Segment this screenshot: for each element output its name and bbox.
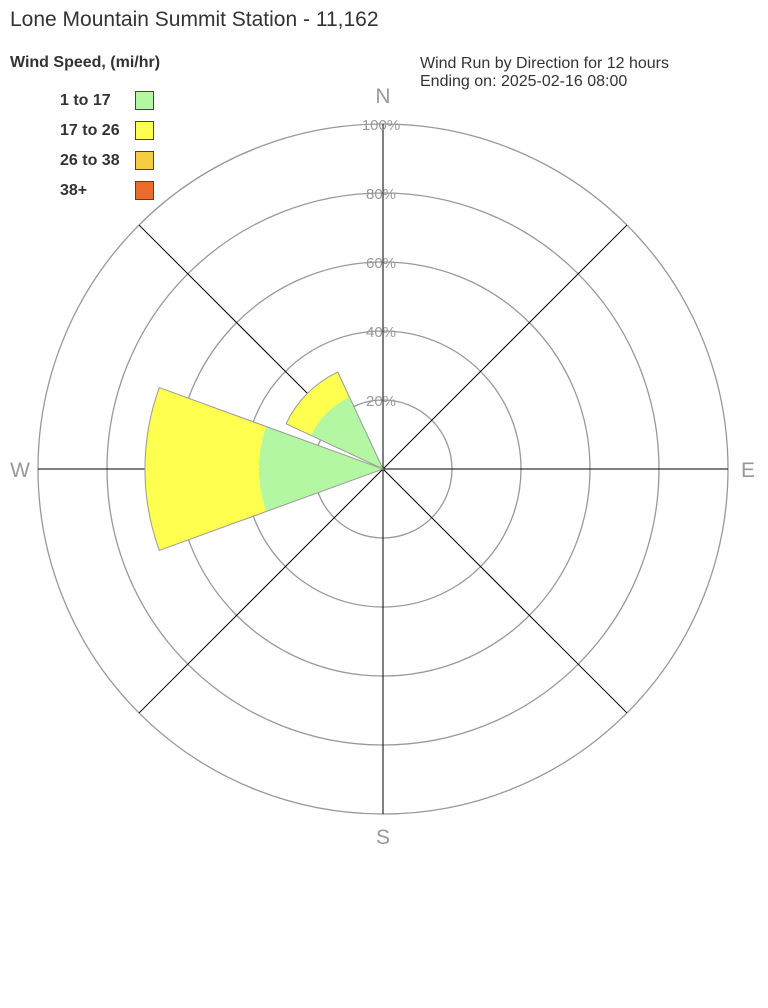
subtitle-line-2: Ending on: 2025-02-16 08:00	[420, 73, 628, 90]
grid-spoke	[382, 224, 628, 470]
chart-title: Lone Mountain Summit Station - 11,162	[10, 8, 379, 31]
ring-label: 80%	[366, 186, 396, 203]
ring-label: 20%	[366, 393, 396, 410]
compass-label-s: S	[376, 826, 390, 849]
legend-item: 26 to 38	[60, 150, 170, 180]
subtitle-line-1: Wind Run by Direction for 12 hours	[420, 55, 669, 72]
ring-label: 100%	[362, 117, 400, 134]
compass-label-e: E	[741, 459, 755, 482]
legend-item: 1 to 17	[60, 90, 170, 120]
legend-title: Wind Speed, (mi/hr)	[10, 54, 161, 71]
legend-swatch	[135, 181, 154, 200]
legend-label: 1 to 17	[60, 92, 111, 109]
wedge-outline-nw	[285, 371, 385, 471]
grid-spoke	[138, 468, 384, 714]
grid-spoke	[382, 468, 628, 714]
legend: 1 to 17 17 to 26 26 to 38 38+	[60, 90, 170, 210]
legend-label: 17 to 26	[60, 122, 120, 139]
ring-label: 60%	[366, 255, 396, 272]
legend-swatch	[135, 121, 154, 140]
wedge-w-1	[144, 387, 267, 551]
ring-label: 40%	[366, 324, 396, 341]
wedge-outline-w	[144, 386, 385, 552]
wedge-nw-1	[286, 372, 350, 436]
legend-item: 38+	[60, 180, 170, 210]
wedge-nw-0	[311, 397, 383, 469]
compass-label-w: W	[10, 459, 30, 482]
legend-swatch	[135, 151, 154, 170]
chart-subtitle: Wind Run by Direction for 12 hours Endin…	[420, 55, 669, 91]
wedge-w-0	[258, 426, 383, 512]
legend-swatch	[135, 91, 154, 110]
legend-label: 38+	[60, 182, 88, 199]
compass-label-n: N	[375, 85, 390, 108]
legend-label: 26 to 38	[60, 152, 120, 169]
legend-item: 17 to 26	[60, 120, 170, 150]
